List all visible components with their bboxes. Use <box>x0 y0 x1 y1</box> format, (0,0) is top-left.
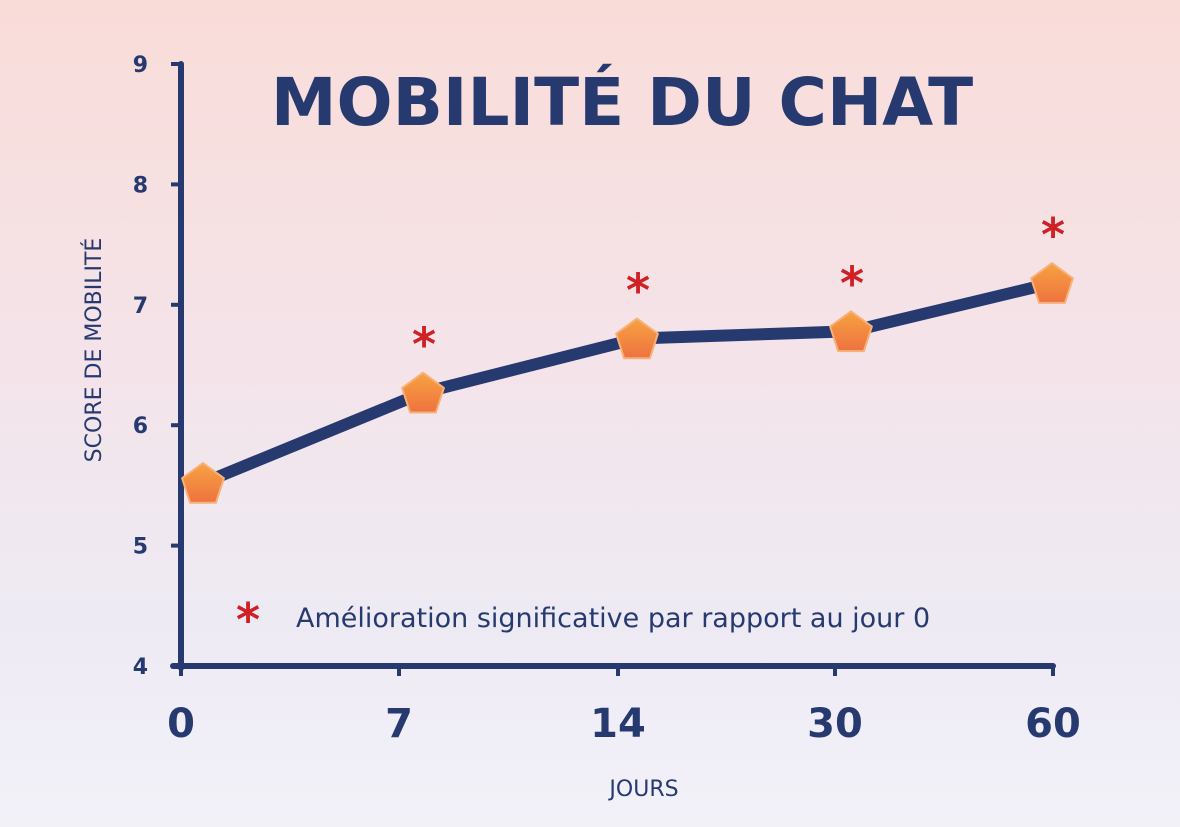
x-axis-title: JOURS <box>607 777 678 802</box>
y-axis-title: SCORE DE MOBILITÉ <box>81 238 107 463</box>
y-tick-label: 5 <box>133 535 148 560</box>
x-tick-label: 14 <box>590 701 646 747</box>
x-tick-label: 30 <box>807 701 863 747</box>
significance-star-icon: * <box>840 256 864 310</box>
data-point-marker <box>401 371 445 414</box>
significance-star-icon: * <box>626 264 650 318</box>
y-tick-label: 6 <box>133 414 148 439</box>
legend: * Amélioration significative par rapport… <box>236 593 930 647</box>
x-tick-label: 60 <box>1025 701 1081 747</box>
x-tick-label: 7 <box>385 701 413 747</box>
x-ticks: 0 7 14 30 60 <box>167 666 1081 747</box>
x-tick-label: 0 <box>167 701 195 747</box>
markers <box>181 262 1074 504</box>
data-point-marker <box>829 310 873 353</box>
significance-star-icon: * <box>412 318 436 372</box>
data-point-marker <box>181 462 225 504</box>
y-ticks: 4 5 6 7 8 9 <box>133 53 181 680</box>
chart-title: MOBILITÉ DU CHAT <box>271 63 973 141</box>
data-point-marker <box>615 317 659 360</box>
legend-star-icon: * <box>236 593 260 647</box>
y-tick-label: 9 <box>133 53 148 78</box>
axes <box>170 61 1056 671</box>
legend-text: Amélioration significative par rapport a… <box>296 603 930 634</box>
y-tick-label: 4 <box>133 655 148 680</box>
y-tick-label: 7 <box>133 294 148 319</box>
y-tick-label: 8 <box>133 173 148 198</box>
significance-star-icon: * <box>1041 208 1065 262</box>
significance-markers: * * * * <box>412 208 1065 372</box>
data-point-marker <box>1030 262 1074 304</box>
